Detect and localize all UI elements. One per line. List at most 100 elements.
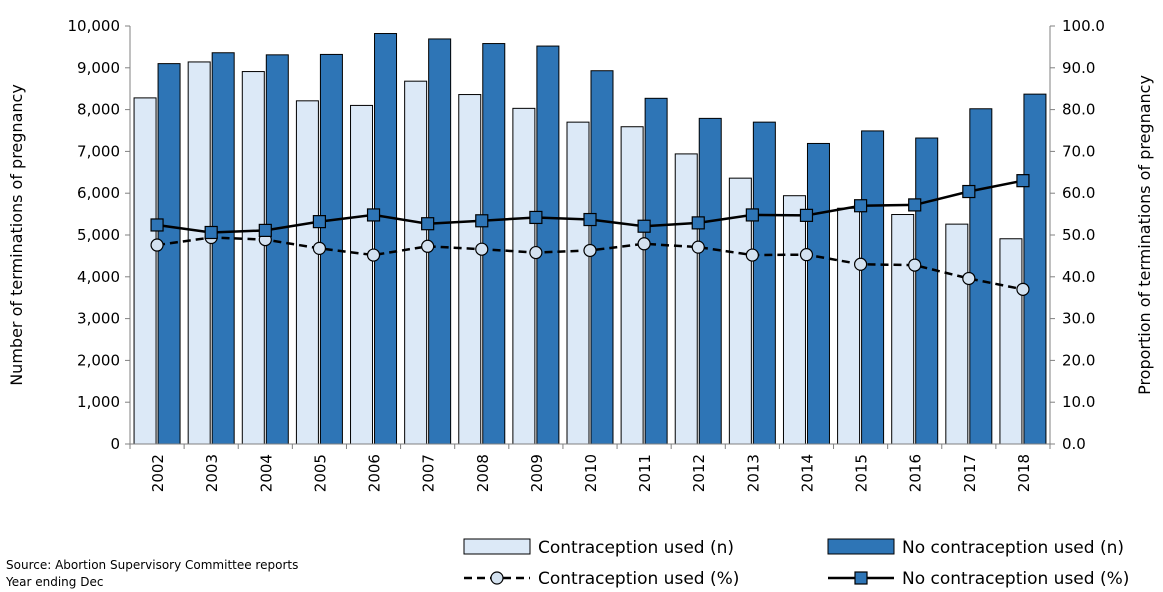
- legend-label: Contraception used (n): [538, 538, 734, 558]
- x-tick-label: 2013: [744, 454, 762, 492]
- y-tick-label-right: 10.0: [1062, 393, 1095, 411]
- point-no-contraception-used-pct: [204, 225, 218, 240]
- legend-swatch-no-contraception-used: [827, 538, 895, 555]
- y-tick-label-right: 100.0: [1062, 17, 1105, 35]
- y-tick-label-left: 5,000: [77, 226, 120, 244]
- bar-contraception-used: [133, 97, 157, 445]
- bar-contraception-used: [620, 126, 644, 445]
- lines-layer: [150, 174, 1030, 296]
- y-tick-label-left: 2,000: [77, 351, 120, 369]
- point-contraception-used-pct: [799, 248, 814, 262]
- y-axis-title-right: Proportion of terminations of pregnancy: [1135, 75, 1154, 395]
- point-contraception-used-pct: [421, 239, 435, 253]
- bar-contraception-used: [945, 223, 969, 445]
- x-tick-label: 2017: [961, 454, 979, 492]
- bar-no-contraception-used: [1023, 93, 1047, 445]
- point-contraception-used-pct: [312, 241, 327, 255]
- source-note-period: Year ending Dec: [5, 575, 103, 589]
- bar-no-contraception-used: [861, 130, 885, 445]
- source-note: Source: Abortion Supervisory Committee r…: [6, 558, 298, 572]
- x-tick-label: 2010: [582, 454, 600, 492]
- x-tick-label: 2003: [203, 454, 221, 492]
- point-contraception-used-pct: [853, 257, 868, 271]
- point-no-contraception-used-pct: [150, 218, 164, 232]
- legend-label: Contraception used (%): [538, 569, 739, 589]
- bar-contraception-used: [241, 71, 265, 445]
- point-no-contraception-used-pct: [853, 199, 868, 213]
- point-no-contraception-used-pct: [745, 208, 759, 222]
- y-tick-label-right: 0.0: [1062, 435, 1086, 453]
- y-tick-label-right: 20.0: [1062, 351, 1095, 369]
- x-tick-label: 2012: [690, 454, 708, 492]
- bar-no-contraception-used: [915, 137, 939, 445]
- y-tick-label-right: 30.0: [1062, 310, 1095, 328]
- x-ticks: 2002 2003 2004 2005 2006 2007 2008 2009 2010 2011…: [149, 454, 1033, 492]
- x-tick-label: 2018: [1015, 454, 1033, 492]
- bar-no-contraception-used: [374, 33, 398, 445]
- x-tick-label: 2002: [149, 454, 167, 492]
- point-no-contraception-used-pct: [258, 223, 272, 238]
- y-tick-label-left: 3,000: [77, 310, 120, 328]
- bar-no-contraception-used: [536, 45, 560, 445]
- point-no-contraception-used-pct: [799, 208, 814, 222]
- y-ticks-left: 0 1,000 2,000 3,000 4,000 5,000 6,000 7,000 8,00…: [68, 17, 121, 453]
- point-contraception-used-pct: [366, 248, 381, 262]
- legend-label: No contraception used (%): [902, 569, 1129, 589]
- point-contraception-used-pct: [475, 242, 489, 256]
- y-axis-title-left: Number of terminations of pregnancy: [7, 84, 26, 386]
- legend: Contraception used (n) No contraception u…: [463, 538, 1129, 589]
- y-tick-label-right: 90.0: [1062, 59, 1095, 77]
- y-tick-label-left: 0: [110, 435, 120, 453]
- point-no-contraception-used-pct: [421, 217, 435, 231]
- x-tick-label: 2004: [257, 454, 275, 492]
- x-tick-label: 2014: [798, 454, 816, 492]
- bar-no-contraception-used: [265, 54, 289, 445]
- bar-contraception-used: [999, 238, 1023, 445]
- bar-contraception-used: [837, 207, 861, 445]
- bar-contraception-used: [295, 100, 319, 445]
- y-tick-label-right: 80.0: [1062, 101, 1095, 119]
- y-tick-label-left: 9,000: [77, 59, 120, 77]
- point-contraception-used-pct: [908, 258, 922, 272]
- x-tick-label: 2016: [907, 454, 925, 492]
- y-tick-label-right: 50.0: [1062, 226, 1095, 244]
- bar-contraception-used: [566, 121, 590, 445]
- legend-label: No contraception used (n): [902, 538, 1124, 558]
- x-tick-label: 2009: [528, 454, 546, 492]
- bar-no-contraception-used: [211, 52, 235, 445]
- point-contraception-used-pct: [150, 238, 164, 252]
- x-tick-label: 2015: [853, 454, 871, 492]
- bar-contraception-used: [458, 94, 482, 445]
- bar-contraception-used: [512, 107, 536, 445]
- point-contraception-used-pct: [1016, 282, 1030, 296]
- point-no-contraception-used-pct: [637, 219, 651, 233]
- point-no-contraception-used-pct: [908, 198, 922, 212]
- y-tick-label-right: 60.0: [1062, 184, 1095, 202]
- point-contraception-used-pct: [691, 240, 705, 254]
- legend-marker-circle: [490, 571, 504, 585]
- x-tick-label: 2005: [311, 454, 329, 492]
- bar-contraception-used: [187, 61, 211, 445]
- point-contraception-used-pct: [962, 271, 976, 286]
- point-contraception-used-pct: [745, 248, 759, 262]
- bar-contraception-used: [891, 214, 915, 445]
- legend-marker-square: [854, 571, 868, 585]
- x-tick-label: 2011: [636, 454, 654, 492]
- y-tick-label-left: 4,000: [77, 268, 120, 286]
- y-tick-label-left: 7,000: [77, 142, 120, 160]
- point-no-contraception-used-pct: [312, 215, 327, 229]
- point-no-contraception-used-pct: [583, 212, 597, 227]
- point-contraception-used-pct: [529, 245, 543, 260]
- bar-no-contraception-used: [698, 117, 722, 445]
- point-no-contraception-used-pct: [529, 210, 543, 225]
- y-tick-label-right: 40.0: [1062, 268, 1095, 286]
- point-no-contraception-used-pct: [691, 216, 705, 230]
- point-contraception-used-pct: [637, 237, 651, 251]
- y-tick-label-left: 8,000: [77, 101, 120, 119]
- bar-contraception-used: [404, 80, 428, 445]
- y-ticks-right: 0.0 10.0 20.0 30.0 40.0 50.0 60.0 70.0 80.0 90.0 1…: [1062, 17, 1105, 453]
- legend-swatch-contraception-used: [463, 538, 531, 555]
- y-tick-label-left: 1,000: [77, 393, 120, 411]
- bar-contraception-used: [350, 104, 374, 445]
- point-contraception-used-pct: [583, 243, 597, 258]
